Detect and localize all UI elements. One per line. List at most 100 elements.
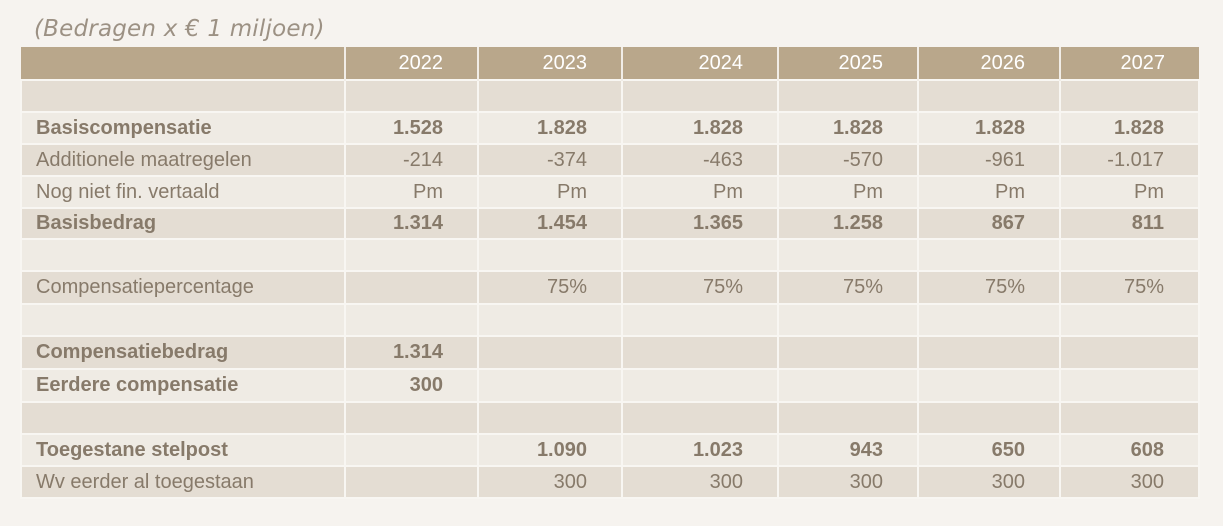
cell: 75% bbox=[1059, 270, 1200, 305]
cell bbox=[777, 238, 919, 272]
row-label: Compensatiebedrag bbox=[20, 335, 346, 370]
cell bbox=[344, 433, 479, 467]
cell bbox=[344, 401, 479, 435]
cell bbox=[1059, 303, 1200, 337]
cell: -570 bbox=[777, 143, 919, 177]
row-label: Toegestane stelpost bbox=[20, 433, 346, 467]
header-year: 2027 bbox=[1059, 47, 1199, 80]
cell: 300 bbox=[777, 465, 919, 499]
header-year: 2025 bbox=[777, 47, 918, 80]
cell bbox=[344, 79, 479, 113]
cell: 1.023 bbox=[621, 433, 779, 467]
cell: 1.454 bbox=[477, 207, 623, 240]
cell bbox=[777, 335, 919, 370]
header-row: 2022 2023 2024 2025 2026 2027 bbox=[21, 47, 1199, 80]
cell bbox=[1059, 79, 1200, 113]
cell: 650 bbox=[917, 433, 1061, 467]
cell: -374 bbox=[477, 143, 623, 177]
cell: 75% bbox=[777, 270, 919, 305]
cell bbox=[477, 368, 623, 403]
row-label: Eerdere compensatie bbox=[20, 368, 346, 403]
cell: 300 bbox=[621, 465, 779, 499]
row-label bbox=[20, 79, 346, 113]
cell: 300 bbox=[477, 465, 623, 499]
cell: Pm bbox=[917, 175, 1061, 209]
table-row-compensatiepercentage: Compensatiepercentage 75% 75% 75% 75% 75… bbox=[20, 270, 1200, 305]
cell bbox=[917, 368, 1061, 403]
cell bbox=[917, 238, 1061, 272]
cell: 608 bbox=[1059, 433, 1200, 467]
cell bbox=[777, 401, 919, 435]
spacer-row bbox=[20, 238, 1200, 272]
cell bbox=[344, 465, 479, 499]
table-row-basiscompensatie: Basiscompensatie 1.528 1.828 1.828 1.828… bbox=[20, 111, 1200, 145]
cell: Pm bbox=[777, 175, 919, 209]
table-row-additionele-maatregelen: Additionele maatregelen -214 -374 -463 -… bbox=[20, 143, 1200, 177]
cell bbox=[477, 335, 623, 370]
row-label: Compensatiepercentage bbox=[20, 270, 346, 305]
cell bbox=[477, 79, 623, 113]
row-label bbox=[20, 401, 346, 435]
row-label: Basisbedrag bbox=[20, 207, 346, 240]
cell bbox=[777, 368, 919, 403]
table-row-wv-eerder-al-toegestaan: Wv eerder al toegestaan 300 300 300 300 … bbox=[20, 465, 1200, 499]
cell: 75% bbox=[917, 270, 1061, 305]
cell bbox=[477, 238, 623, 272]
cell bbox=[917, 303, 1061, 337]
spacer-row bbox=[20, 79, 1200, 113]
cell: -961 bbox=[917, 143, 1061, 177]
cell bbox=[621, 401, 779, 435]
cell: 300 bbox=[917, 465, 1061, 499]
cell bbox=[917, 335, 1061, 370]
cell: 1.828 bbox=[621, 111, 779, 145]
cell bbox=[344, 270, 479, 305]
row-label: Wv eerder al toegestaan bbox=[20, 465, 346, 499]
cell: Pm bbox=[621, 175, 779, 209]
cell: -463 bbox=[621, 143, 779, 177]
cell: 300 bbox=[344, 368, 479, 403]
cell: 1.314 bbox=[344, 335, 479, 370]
cell: 1.090 bbox=[477, 433, 623, 467]
cell: 943 bbox=[777, 433, 919, 467]
cell: Pm bbox=[1059, 175, 1200, 209]
table-caption: (Bedragen x € 1 miljoen) bbox=[34, 16, 325, 42]
table-row-basisbedrag: Basisbedrag 1.314 1.454 1.365 1.258 867 … bbox=[20, 207, 1200, 240]
cell: 811 bbox=[1059, 207, 1200, 240]
header-label bbox=[21, 47, 345, 80]
cell bbox=[621, 303, 779, 337]
cell bbox=[621, 368, 779, 403]
header-year: 2024 bbox=[621, 47, 778, 80]
cell bbox=[917, 401, 1061, 435]
table-row-nog-niet-fin-vertaald: Nog niet fin. vertaald Pm Pm Pm Pm Pm Pm bbox=[20, 175, 1200, 209]
cell bbox=[1059, 401, 1200, 435]
cell bbox=[1059, 238, 1200, 272]
spacer-row bbox=[20, 303, 1200, 337]
header-year: 2026 bbox=[917, 47, 1060, 80]
cell: Pm bbox=[344, 175, 479, 209]
cell: 1.828 bbox=[1059, 111, 1200, 145]
row-label bbox=[20, 303, 346, 337]
cell bbox=[477, 401, 623, 435]
table-row-compensatiebedrag: Compensatiebedrag 1.314 bbox=[20, 335, 1200, 370]
cell: 1.828 bbox=[777, 111, 919, 145]
cell: 1.828 bbox=[917, 111, 1061, 145]
cell bbox=[1059, 335, 1200, 370]
cell bbox=[344, 238, 479, 272]
header-year: 2023 bbox=[477, 47, 622, 80]
table-row-eerdere-compensatie: Eerdere compensatie 300 bbox=[20, 368, 1200, 403]
cell: Pm bbox=[477, 175, 623, 209]
cell: 867 bbox=[917, 207, 1061, 240]
compensation-table: 2022 2023 2024 2025 2026 2027 Basiscompe… bbox=[20, 47, 1200, 499]
cell bbox=[477, 303, 623, 337]
header-year: 2022 bbox=[344, 47, 478, 80]
cell: 1.365 bbox=[621, 207, 779, 240]
cell bbox=[621, 238, 779, 272]
cell: -1.017 bbox=[1059, 143, 1200, 177]
row-label: Basiscompensatie bbox=[20, 111, 346, 145]
cell bbox=[621, 79, 779, 113]
cell bbox=[777, 303, 919, 337]
row-label: Additionele maatregelen bbox=[20, 143, 346, 177]
cell: 1.258 bbox=[777, 207, 919, 240]
cell: 75% bbox=[621, 270, 779, 305]
cell: 300 bbox=[1059, 465, 1200, 499]
